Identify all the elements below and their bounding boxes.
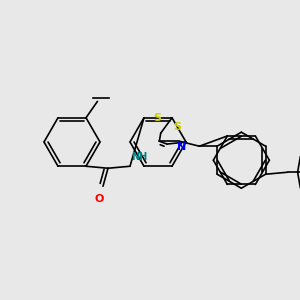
Text: S: S [154, 113, 162, 123]
Text: N: N [177, 142, 186, 152]
Text: S: S [173, 122, 181, 132]
Text: O: O [94, 194, 104, 204]
Text: NH: NH [131, 152, 147, 162]
